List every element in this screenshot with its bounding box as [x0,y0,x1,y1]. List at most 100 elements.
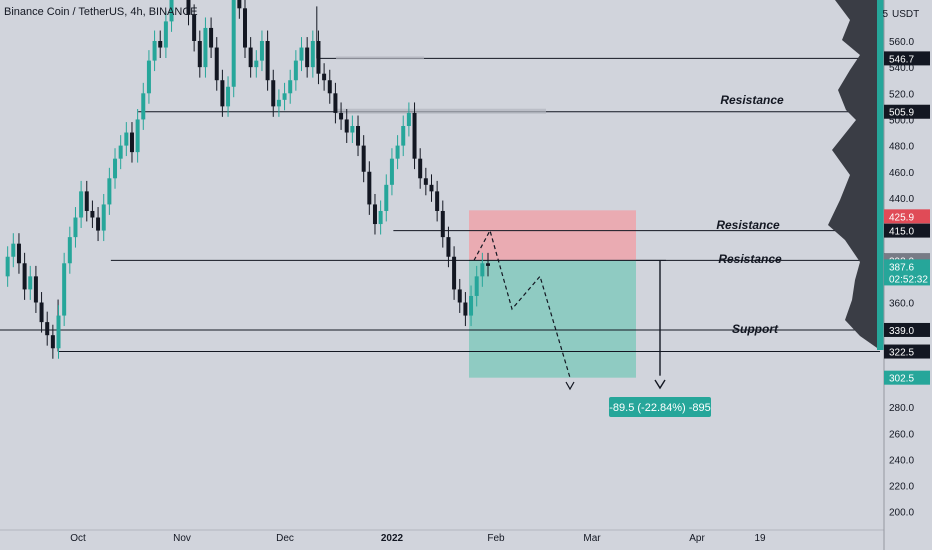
plot-background [0,0,880,530]
price-tick-label: 260.0 [889,429,914,440]
candle [305,47,310,68]
candle [107,178,112,205]
candle [90,210,95,218]
price-tag-label: 302.5 [889,374,914,385]
candle [429,184,434,192]
price-tag-label: 415.0 [889,227,914,238]
candle [67,237,72,264]
candle [474,276,479,296]
candle [486,263,490,266]
level-label-2: Resistance [716,218,780,232]
time-tick-label: 19 [754,533,766,544]
time-tick-label: Nov [173,533,191,544]
candle [220,80,225,107]
price-tag[interactable] [884,209,930,224]
candle [440,210,445,238]
candle [480,263,485,277]
time-tick-label: Feb [487,533,505,544]
candle [395,145,400,159]
price-tick-label: 520.0 [889,89,914,100]
candle [197,41,202,68]
volume-profile [828,0,880,350]
candle [333,93,338,113]
time-tick-label: Apr [689,533,705,544]
candle [73,217,78,238]
price-tag-label: 546.7 [889,54,914,65]
candle [310,41,315,68]
candle [186,0,191,15]
candle [203,27,208,68]
price-tag-label: 505.9 [889,108,914,119]
candle [146,60,151,94]
price-axis-scale: 5 [882,9,888,20]
price-tick-label: 560.0 [889,37,914,48]
candle [299,47,304,61]
candle [254,60,259,68]
candle [469,295,474,316]
candle [84,191,89,211]
time-tick-label: 2022 [381,533,404,544]
candle [412,112,417,159]
price-tick-label: 360.0 [889,299,914,310]
price-tag-label: 322.5 [889,348,914,359]
candle [316,41,321,74]
price-axis-currency: USDT [892,9,919,20]
candle [45,322,50,336]
candle [118,145,123,159]
price-tick-label: 220.0 [889,482,914,493]
projection-path[interactable] [473,228,571,378]
level-label-4: Support [732,322,779,336]
candle [158,41,163,48]
candle [423,178,428,185]
candle [79,191,84,218]
candle [276,99,281,107]
candle [152,41,157,61]
candle [446,237,451,257]
price-tag[interactable] [884,322,930,337]
candle [56,315,61,349]
measure-box[interactable] [609,397,711,417]
candle [406,112,411,126]
price-tick-label: 200.0 [889,508,914,519]
candle [16,243,21,264]
candle [401,125,406,146]
candle [463,302,468,316]
price-tag[interactable] [884,51,930,66]
price-tag[interactable] [884,259,930,286]
candle [163,21,168,48]
price-tick-label: 540.0 [889,63,914,74]
candle [209,27,214,48]
candle [141,93,146,120]
measure-arrowhead [654,379,666,390]
price-tick-label: 500.0 [889,115,914,126]
price-tag[interactable] [884,223,930,238]
price-tag[interactable] [884,344,930,359]
candle [39,302,44,323]
candle [243,8,247,48]
candle [214,47,219,81]
candle [62,263,67,316]
candle [226,86,231,107]
price-tag[interactable] [884,370,930,385]
candle [367,171,372,205]
price-tag[interactable] [884,104,930,119]
volume-profile-bar [877,0,884,350]
candle [372,204,377,225]
stop-loss-zone[interactable] [469,210,636,261]
take-profit-zone[interactable] [469,260,636,378]
price-tag-label: 339.0 [889,326,914,337]
time-tick-label: Oct [70,533,86,544]
candle [50,335,55,349]
candle [339,112,344,120]
candle [113,158,118,179]
candle [28,276,33,290]
candle [11,243,16,257]
range-highlight-1 [336,56,424,60]
candle [135,119,140,153]
candle [96,217,101,231]
projection-arrowhead [565,381,575,391]
candle [237,0,242,9]
candle [259,41,264,61]
